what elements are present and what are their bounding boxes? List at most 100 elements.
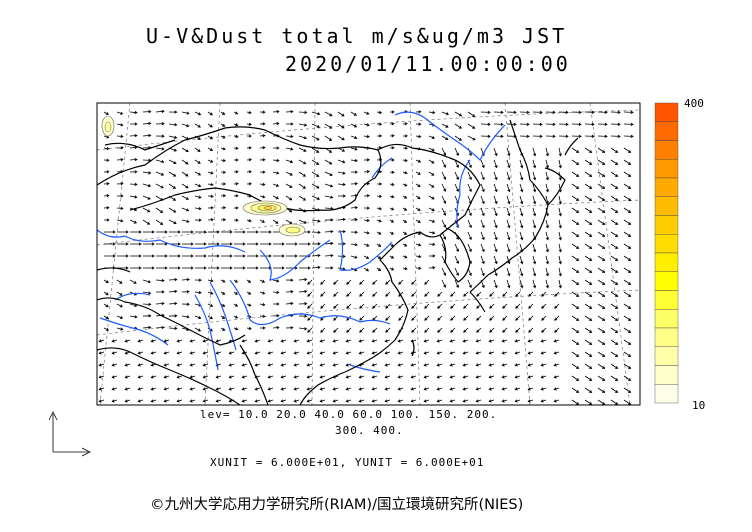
map-border [96, 102, 641, 406]
wind-vector [333, 327, 339, 333]
wind-vector [246, 170, 252, 174]
wind-vector [111, 363, 118, 367]
wind-vector [155, 109, 165, 114]
wind-vector [259, 110, 266, 114]
wind-vector [111, 351, 118, 355]
wind-vector [150, 339, 157, 343]
wind-vector [337, 111, 345, 117]
wind-vector [532, 122, 543, 126]
wind-vector [267, 363, 274, 367]
wind-vector [246, 291, 252, 295]
wind-vector [259, 314, 266, 318]
wind-vector [311, 242, 321, 246]
wind-vector [610, 375, 619, 381]
colorbar-swatch [654, 177, 679, 197]
wind-vector [169, 230, 181, 234]
wind-vector [467, 231, 472, 241]
wind-vector [454, 111, 463, 117]
wind-vector [363, 170, 370, 174]
wind-vector [181, 123, 190, 128]
wind-vector [527, 351, 534, 355]
wind-vector [363, 267, 370, 272]
wind-vector [488, 351, 495, 355]
wind-vector [480, 134, 491, 138]
wind-vector [117, 254, 129, 258]
wind-vector [246, 158, 252, 162]
wind-vector [155, 290, 165, 294]
wind-vector [597, 207, 606, 213]
wind-vector [493, 243, 498, 253]
wind-vector [202, 339, 209, 343]
wind-vector [306, 375, 313, 379]
wind-vector [259, 195, 266, 199]
wind-vector [514, 363, 521, 367]
wind-vector [389, 219, 395, 223]
wind-vector [428, 254, 436, 258]
wind-vector [385, 303, 391, 309]
wind-vector [540, 351, 547, 355]
wind-vector [116, 303, 123, 308]
wind-vector [285, 159, 294, 164]
wind-vector [415, 159, 422, 163]
wind-vector [129, 315, 138, 319]
wind-vector [168, 135, 178, 139]
wind-vector [150, 399, 157, 403]
wind-vector [124, 339, 131, 343]
wind-vector [519, 255, 524, 265]
wind-vector [506, 147, 511, 157]
wind-vector [246, 182, 252, 186]
wind-vector [155, 325, 165, 330]
wind-vector [137, 399, 144, 403]
wind-vector [181, 207, 190, 212]
wind-vector [202, 387, 209, 391]
wind-vector [267, 339, 274, 343]
wind-vector [402, 134, 408, 138]
wind-vector [475, 351, 482, 355]
wind-vector [571, 267, 580, 273]
wind-vector [272, 279, 280, 283]
wind-vector [571, 147, 580, 153]
wind-vector [332, 387, 339, 391]
wind-vector [155, 207, 164, 213]
wind-vector [130, 122, 138, 126]
wind-vector [553, 375, 560, 379]
wind-vector [111, 375, 118, 379]
wind-vector [389, 207, 395, 211]
wind-vector [155, 301, 165, 306]
wind-vector [168, 159, 177, 165]
wind-vector [389, 134, 395, 138]
wind-vector [320, 327, 326, 333]
wind-vector [441, 279, 447, 288]
wind-vector [181, 195, 190, 200]
wind-vector [398, 279, 404, 285]
wind-vector [623, 351, 632, 357]
wind-vector [111, 399, 118, 403]
wind-vector [410, 399, 417, 403]
wind-vector [298, 302, 308, 306]
wind-vector [506, 255, 511, 265]
wind-vector [220, 315, 226, 319]
wind-vector [221, 254, 233, 258]
wind-vector [285, 290, 294, 294]
wind-vector [116, 206, 124, 210]
wind-vector [320, 279, 326, 285]
wind-vector [116, 158, 124, 162]
wind-vector [493, 207, 498, 217]
wind-vector [385, 315, 391, 321]
wind-vector [142, 121, 152, 126]
wind-vector [571, 255, 580, 261]
wind-vector [532, 243, 537, 253]
wind-vector [584, 267, 593, 273]
wind-vector [372, 291, 378, 297]
wind-vector [228, 363, 235, 367]
wind-vector [298, 171, 307, 177]
wind-vector [501, 399, 508, 403]
wind-vector [571, 279, 580, 285]
wind-vector [246, 303, 252, 307]
wind-vector [285, 219, 293, 224]
wind-vector [454, 159, 459, 168]
wind-vector [181, 147, 189, 152]
wind-vector [532, 219, 537, 229]
wind-vector [449, 375, 456, 379]
wind-vector [142, 302, 152, 306]
